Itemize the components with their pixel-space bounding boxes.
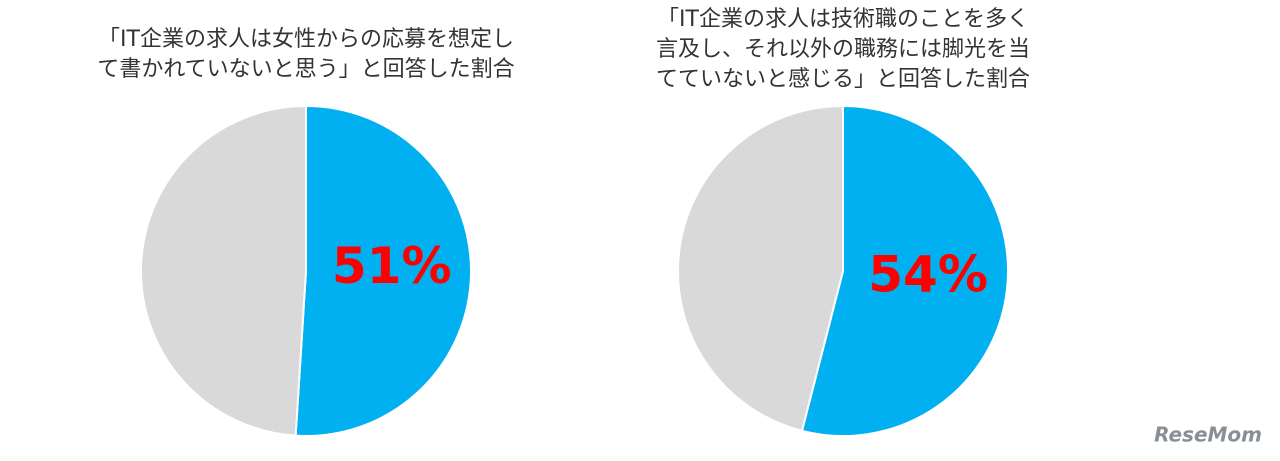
value-label: 54% [868, 245, 988, 303]
chart-title: 「IT企業の求人は女性からの応募を想定し [98, 27, 514, 52]
chart-title: 言及し、それ以外の職務には脚光を当 [656, 37, 1030, 62]
watermark: ReseMom [1154, 423, 1262, 447]
pie-slice [294, 104, 472, 437]
pie-slice [800, 104, 1009, 437]
pie-slice [677, 104, 844, 433]
chart-title: て書かれていないと思う」と回答した割合 [97, 57, 514, 82]
chart-title: てていないと感じる」と回答した割合 [656, 67, 1030, 92]
pie-slice [140, 104, 307, 437]
chart-title: 「IT企業の求人は技術職のことを多く [657, 7, 1029, 32]
value-label: 51% [332, 237, 452, 295]
